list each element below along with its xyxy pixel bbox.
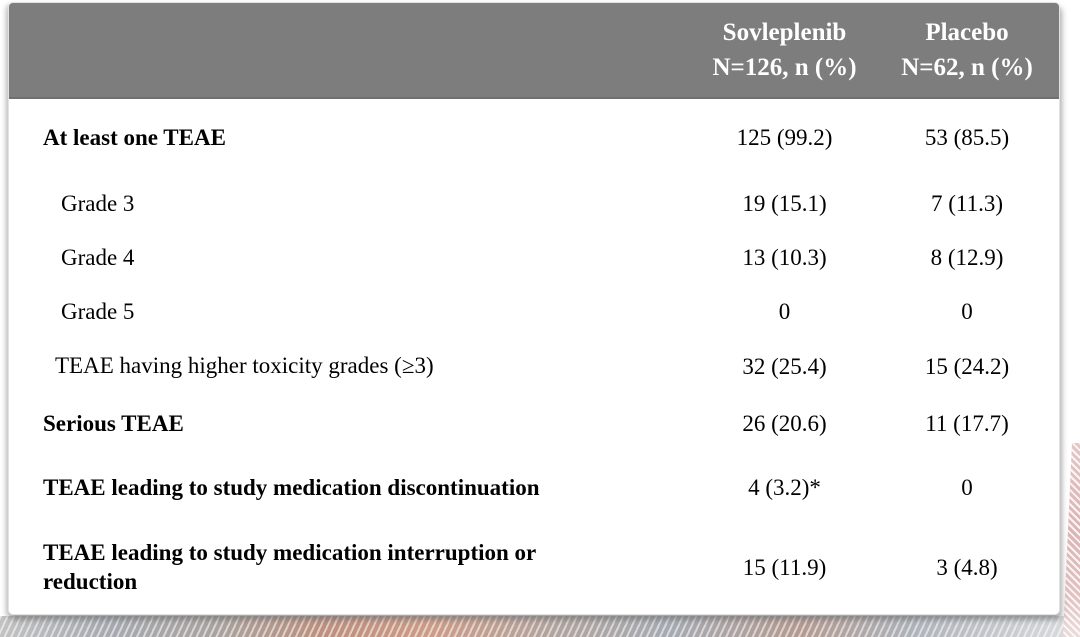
cell-value-placebo: 11 (17.7) <box>925 411 1009 436</box>
column-header-placebo-n: N=62, n (%) <box>901 54 1033 81</box>
right-stripe-decoration <box>1063 443 1080 637</box>
row-label: TEAE having higher toxicity grades (≥3) <box>55 353 434 379</box>
row-label: At least one TEAE <box>43 124 226 150</box>
table-row-discontinuation: TEAE leading to study medication discont… <box>9 454 1059 522</box>
cell-value-sovleplenib: 4 (3.2)* <box>748 475 821 500</box>
table-row-interruption-or-reduction: TEAE leading to study medication interru… <box>9 522 1059 614</box>
table-row-grade-3: Grade 3 19 (15.1) 7 (11.3) <box>9 177 1059 231</box>
row-label: Grade 5 <box>61 298 135 324</box>
table-row-serious-teae: Serious TEAE 26 (20.6) 11 (17.7) <box>9 394 1059 454</box>
column-header-sovleplenib-n: N=126, n (%) <box>712 54 857 81</box>
table-row-at-least-one-teae: At least one TEAE 125 (99.2) 53 (85.5) <box>9 99 1059 177</box>
column-header-sovleplenib: Sovleplenib N=126, n (%) <box>687 15 882 86</box>
row-label: TEAE leading to study medication discont… <box>43 474 540 500</box>
row-label: Serious TEAE <box>43 410 184 436</box>
cell-value-sovleplenib: 0 <box>778 299 791 324</box>
cell-value-placebo: 53 (85.5) <box>924 125 1010 150</box>
table-header-row: Sovleplenib N=126, n (%) Placebo N=62, n… <box>9 3 1059 99</box>
column-header-placebo-name: Placebo <box>925 18 1009 46</box>
cell-value-sovleplenib: 13 (10.3) <box>742 245 827 270</box>
cell-value-sovleplenib: 15 (11.9) <box>742 555 827 580</box>
cell-value-placebo: 7 (11.3) <box>931 191 1003 216</box>
row-label: Grade 3 <box>61 190 135 216</box>
cell-value-placebo: 8 (12.9) <box>930 245 1004 270</box>
cell-value-sovleplenib: 26 (20.6) <box>742 411 827 436</box>
cell-value-sovleplenib: 19 (15.1) <box>742 191 827 216</box>
cell-value-sovleplenib: 32 (25.4) <box>742 353 827 379</box>
table-row-grade-5: Grade 5 0 0 <box>9 285 1059 339</box>
table-row-higher-toxicity-grades: TEAE having higher toxicity grades (≥3) … <box>9 339 1059 394</box>
cell-value-placebo: 3 (4.8) <box>936 555 998 580</box>
column-header-placebo: Placebo N=62, n (%) <box>882 15 1052 86</box>
teae-results-table-card: Sovleplenib N=126, n (%) Placebo N=62, n… <box>8 2 1060 615</box>
column-header-sovleplenib-name: Sovleplenib <box>722 18 847 46</box>
cell-value-placebo: 0 <box>961 475 973 500</box>
cell-value-placebo: 15 (24.2) <box>924 353 1010 379</box>
table-row-grade-4: Grade 4 13 (10.3) 8 (12.9) <box>9 231 1059 285</box>
row-label: TEAE leading to study medication interru… <box>43 540 536 594</box>
bottom-stripe-decoration <box>0 616 1080 637</box>
cell-value-placebo: 0 <box>961 299 973 324</box>
cell-value-sovleplenib: 125 (99.2) <box>736 125 833 150</box>
row-label: Grade 4 <box>61 244 135 270</box>
